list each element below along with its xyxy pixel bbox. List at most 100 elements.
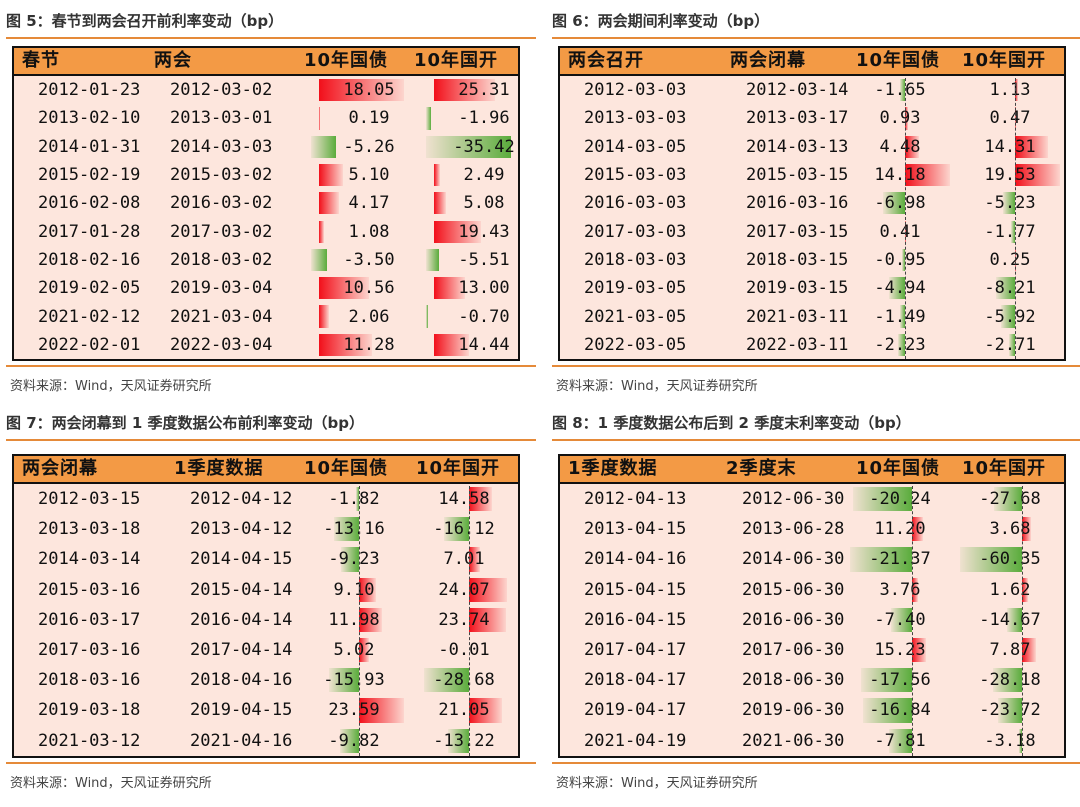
treasury-change-label: 5.02	[333, 640, 375, 661]
column-header: 两会闭幕	[730, 50, 806, 71]
cdb-change-label: 3.68	[989, 519, 1031, 540]
end-date-cell: 2019-03-15	[746, 278, 849, 299]
negative-bar	[1002, 192, 1015, 215]
negative-bar	[993, 668, 1022, 693]
cdb-change-label: 1.62	[989, 579, 1031, 600]
treasury-change-label: 0.41	[879, 221, 921, 242]
data-table: 1季度数据 2季度末 10年国债 10年国开 2012-04-13 2012-06-30 -…	[558, 454, 1066, 758]
table-header: 春节 两会 10年国债 10年国开	[14, 48, 518, 76]
end-date-cell: 2015-03-15	[746, 165, 849, 186]
end-date-cell: 2016-06-30	[742, 609, 845, 630]
column-header: 两会闭幕	[22, 458, 98, 479]
start-date-cell: 2012-03-15	[38, 489, 141, 510]
end-date-cell: 2014-03-13	[746, 136, 849, 157]
treasury-change-label: 0.19	[348, 108, 390, 129]
table-row: 2021-04-19 2021-06-30 -7.81 -3.18	[560, 726, 1064, 756]
start-date-cell: 2013-03-03	[584, 108, 687, 129]
cdb-change-label: 7.87	[989, 640, 1031, 661]
cdb-change-label: 7.01	[443, 549, 485, 570]
table-row: 2018-03-16 2018-04-16 -15.93 -28.68	[14, 665, 518, 695]
positive-bar	[469, 577, 507, 602]
negative-bar	[1008, 333, 1015, 356]
start-date-cell: 2018-03-03	[584, 249, 687, 270]
end-date-cell: 2014-04-15	[190, 549, 293, 570]
negative-bar	[996, 277, 1015, 300]
column-header: 1季度数据	[174, 458, 264, 479]
column-header: 10年国债	[304, 458, 389, 479]
table-row: 2014-01-31 2014-03-03 -5.26 -35.42	[14, 133, 518, 161]
cdb-change-label: 24.07	[438, 579, 490, 600]
negative-bar	[897, 333, 905, 356]
end-date-cell: 2018-04-16	[190, 670, 293, 691]
treasury-change-label: 1.08	[348, 221, 390, 242]
treasury-change-label: -9.82	[328, 730, 380, 751]
table-row: 2015-03-16 2015-04-14 9.10 24.07	[14, 575, 518, 605]
divider	[552, 365, 1080, 367]
table-row: 2012-03-15 2012-04-12 -1.82 14.58	[14, 484, 518, 514]
cdb-change-label: 2.49	[463, 165, 505, 186]
start-date-cell: 2019-04-17	[584, 700, 687, 721]
cdb-change-label: 0.47	[989, 108, 1031, 129]
end-date-cell: 2012-06-30	[742, 489, 845, 510]
end-date-cell: 2012-03-02	[170, 80, 273, 101]
negative-bar	[426, 305, 428, 328]
cdb-change-label: -0.01	[438, 640, 490, 661]
treasury-change-label: -5.26	[343, 136, 395, 157]
treasury-change-label: -1.49	[874, 306, 926, 327]
source-note: 资料来源：Wind，天风证券研究所	[10, 379, 212, 394]
cdb-change-label: -0.70	[458, 306, 510, 327]
column-header: 10年国开	[962, 50, 1047, 71]
start-date-cell: 2021-03-05	[584, 306, 687, 327]
negative-bar	[1001, 305, 1015, 328]
start-date-cell: 2012-03-03	[584, 80, 687, 101]
end-date-cell: 2018-06-30	[742, 670, 845, 691]
cdb-change-label: 19.43	[458, 221, 510, 242]
positive-bar	[434, 277, 466, 300]
start-date-cell: 2013-03-18	[38, 519, 141, 540]
end-date-cell: 2013-03-01	[170, 108, 273, 129]
end-date-cell: 2017-03-15	[746, 221, 849, 242]
source-note: 资料来源：Wind，天风证券研究所	[10, 775, 212, 791]
start-date-cell: 2016-03-17	[38, 609, 141, 630]
cdb-change-label: -16.12	[433, 519, 495, 540]
cdb-change-label: -5.92	[984, 306, 1036, 327]
column-header: 10年国债	[856, 50, 941, 71]
negative-bar	[426, 135, 511, 158]
treasury-change-label: 9.10	[333, 579, 375, 600]
negative-bar	[899, 79, 905, 102]
panel-title: 图 6：两会期间利率变动（bp）	[552, 12, 770, 30]
table-row: 2019-03-05 2019-03-15 -4.94 -8.21	[560, 274, 1064, 302]
cdb-change-label: -60.35	[979, 549, 1041, 570]
panel-title: 图 7：两会闭幕到 1 季度数据公布前利率变动（bp）	[6, 414, 365, 432]
positive-bar	[434, 220, 481, 243]
table-row: 2016-02-08 2016-03-02 4.17 5.08	[14, 189, 518, 217]
start-date-cell: 2017-04-17	[584, 640, 687, 661]
divider	[552, 37, 1080, 39]
positive-bar	[905, 107, 908, 130]
positive-bar	[912, 638, 926, 663]
start-date-cell: 2019-03-18	[38, 700, 141, 721]
start-date-cell: 2017-03-16	[38, 640, 141, 661]
end-date-cell: 2017-04-14	[190, 640, 293, 661]
start-date-cell: 2015-03-16	[38, 579, 141, 600]
positive-bar	[1015, 79, 1018, 102]
end-date-cell: 2021-06-30	[742, 730, 845, 751]
negative-bar	[882, 192, 905, 215]
negative-bar	[900, 305, 905, 328]
start-date-cell: 2014-04-16	[584, 549, 687, 570]
table-row: 2022-03-05 2022-03-11 -2.23 -2.71	[560, 331, 1064, 359]
treasury-change-label: -0.95	[874, 249, 926, 270]
positive-bar	[905, 163, 950, 187]
end-date-cell: 2021-03-11	[746, 306, 849, 327]
divider	[552, 761, 1080, 764]
start-date-cell: 2014-03-14	[38, 549, 141, 570]
treasury-change-label: 11.28	[343, 334, 395, 355]
start-date-cell: 2019-03-05	[584, 278, 687, 299]
table-row: 2018-03-03 2018-03-15 -0.95 0.25	[560, 246, 1064, 274]
negative-bar	[311, 248, 328, 272]
column-header: 10年国债	[304, 50, 389, 71]
cdb-change-label: 13.00	[458, 278, 510, 299]
table-row: 2015-03-03 2015-03-15 14.18 19.53	[560, 161, 1064, 189]
positive-bar	[1015, 163, 1060, 187]
negative-bar	[426, 107, 431, 130]
